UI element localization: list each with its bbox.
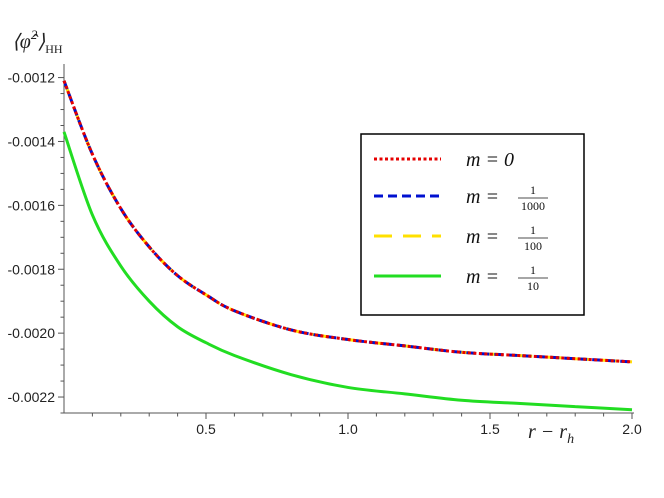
x-axis-label: r − rh	[528, 421, 574, 447]
y-tick-label: -0.0022	[8, 389, 56, 405]
legend: m = 0 m = 1 1000 m = 1 100 m = 1 10	[360, 133, 585, 316]
y-tick-label: -0.0014	[8, 133, 56, 149]
y-tick-label: -0.0018	[8, 261, 56, 277]
y-tick-label: -0.0020	[8, 325, 56, 341]
legend-frac-den-1: 1000	[521, 199, 545, 213]
x-axis-label-main: r − r	[528, 421, 567, 443]
y-axis-label-sup: 2	[31, 27, 38, 42]
y-axis-label: ⟨φ̂2⟩HH	[12, 27, 63, 56]
x-tick-label: 1.0	[338, 421, 358, 437]
svg-text:⟨φ̂2⟩HH: ⟨φ̂2⟩HH	[12, 27, 63, 56]
legend-frac-num-1: 1	[530, 183, 536, 197]
y-tick-label: -0.0016	[8, 197, 56, 213]
x-tick-label: 1.5	[480, 421, 500, 437]
plot-area: 0.5 1.0 1.5 2.0 -0.0012 -0.0014 -0.0016 -0.0018…	[8, 64, 642, 437]
svg-text:r − rh: r − rh	[528, 421, 574, 447]
series-line-0	[62, 80, 633, 364]
x-axis-label-sub: h	[567, 432, 574, 447]
legend-label-2: m =	[466, 226, 499, 248]
legend-frac-den-3: 10	[527, 279, 539, 293]
legend-frac-num-2: 1	[530, 223, 536, 237]
y-axis-label-sub: HH	[45, 42, 63, 56]
series-line-3	[62, 131, 633, 412]
legend-frac-den-2: 100	[524, 239, 542, 253]
legend-label-3: m =	[466, 266, 499, 288]
legend-box	[360, 133, 585, 316]
x-tick-label: 2.0	[622, 421, 642, 437]
y-axis-label-close: ⟩	[37, 31, 45, 53]
x-tick-label: 0.5	[196, 421, 216, 437]
legend-label-0: m = 0	[466, 149, 514, 171]
y-tick-label: -0.0012	[8, 70, 56, 86]
legend-frac-num-3: 1	[530, 263, 536, 277]
legend-label-1: m =	[466, 186, 499, 208]
